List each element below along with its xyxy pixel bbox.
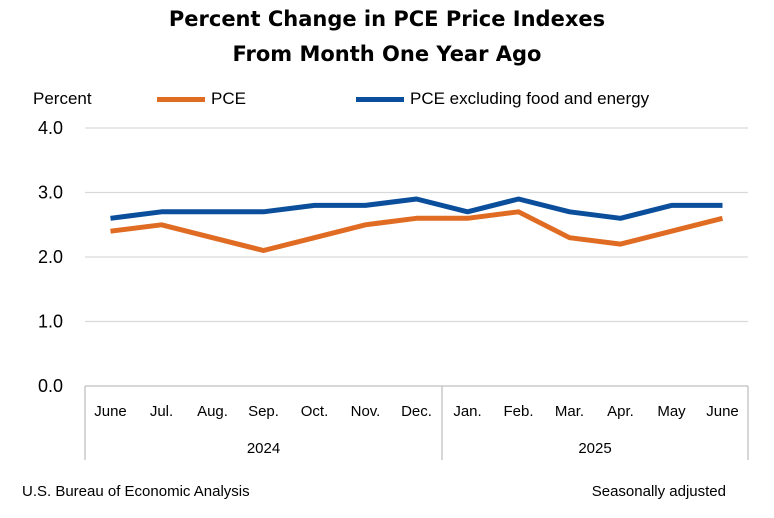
x-tick-label: Apr. bbox=[607, 403, 634, 420]
source-note: U.S. Bureau of Economic Analysis bbox=[22, 483, 250, 500]
series-line-pce bbox=[110, 209, 724, 253]
legend-swatch-pce bbox=[157, 96, 205, 102]
legend-label-pce: PCE bbox=[211, 89, 246, 108]
x-tick-label: Jul. bbox=[150, 403, 173, 420]
legend-swatch-core-pce bbox=[356, 96, 404, 102]
series-line-core-pce bbox=[110, 196, 723, 221]
y-axis-unit-label: Percent bbox=[33, 89, 92, 108]
x-tick-label: June bbox=[706, 403, 739, 420]
y-tick-label: 1.0 bbox=[38, 312, 63, 332]
y-tick-label: 0.0 bbox=[38, 376, 63, 396]
x-tick-label: June bbox=[94, 403, 127, 420]
legend-label-core-pce: PCE excluding food and energy bbox=[410, 89, 650, 108]
y-tick-label: 2.0 bbox=[38, 247, 63, 267]
x-tick-label: Jan. bbox=[453, 403, 481, 420]
x-tick-label: May bbox=[657, 403, 686, 420]
legend-item-pce: PCE bbox=[157, 89, 246, 109]
x-tick-label: Feb. bbox=[503, 403, 533, 420]
chart-title-line-1: Percent Change in PCE Price Indexes bbox=[168, 7, 606, 31]
x-tick-label: Nov. bbox=[351, 403, 381, 420]
adjustment-note: Seasonally adjusted bbox=[591, 483, 726, 500]
x-tick-label: Aug. bbox=[197, 403, 228, 420]
x-tick-label: Oct. bbox=[301, 403, 329, 420]
year-label: 2024 bbox=[247, 440, 280, 457]
y-tick-label: 3.0 bbox=[38, 183, 63, 203]
legend-item-core-pce: PCE excluding food and energy bbox=[356, 89, 649, 109]
x-tick-label: Sep. bbox=[248, 403, 279, 420]
year-label: 2025 bbox=[578, 440, 611, 457]
x-tick-label: Dec. bbox=[401, 403, 432, 420]
y-tick-label: 4.0 bbox=[38, 118, 63, 138]
chart-title-line-2: From Month One Year Ago bbox=[232, 42, 542, 66]
x-tick-label: Mar. bbox=[555, 403, 584, 420]
